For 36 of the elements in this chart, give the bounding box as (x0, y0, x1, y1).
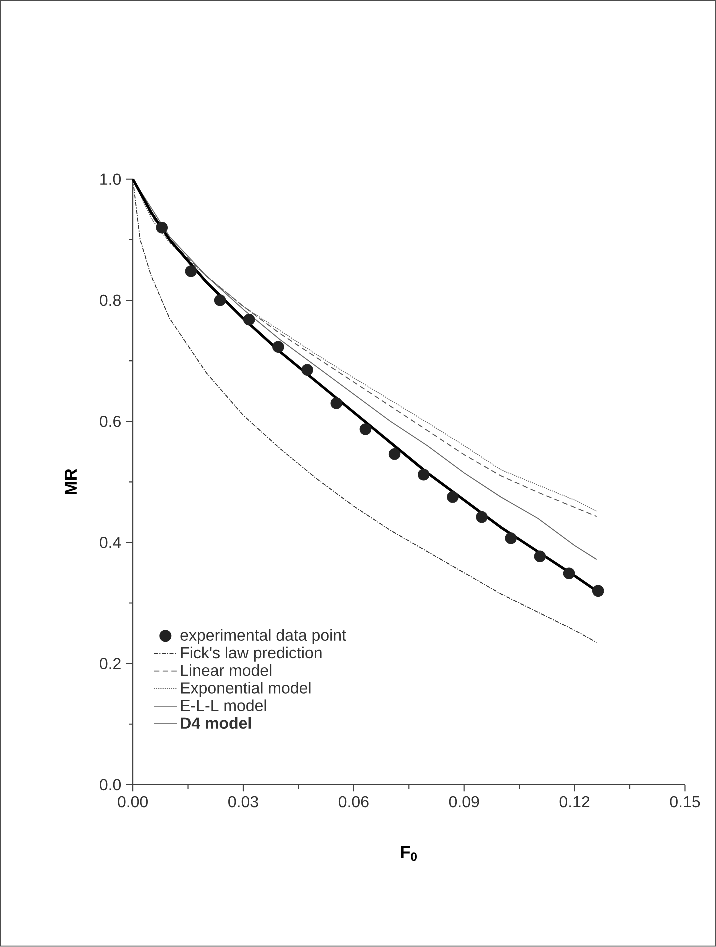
legend-label: Fick's law prediction (181, 646, 322, 662)
text: F$_{0}$ (401, 846, 417, 862)
point (243, 314, 256, 326)
point (330, 398, 342, 410)
legend-label: Linear model (181, 664, 272, 676)
point (534, 550, 546, 563)
y-axis-title: MR (64, 469, 77, 494)
point (446, 491, 459, 504)
x-tick-label: 0.15 (670, 796, 700, 808)
y-tick-label: 0.0 (100, 779, 121, 791)
point (214, 294, 226, 306)
x-tick-label: 0.12 (560, 796, 590, 808)
legend-label: D4 model (181, 717, 251, 730)
point (418, 469, 430, 481)
point (302, 364, 314, 376)
point (185, 266, 197, 278)
y-tick-label: 0.2 (100, 658, 121, 670)
point (388, 448, 401, 460)
y-tick-label: 0.8 (100, 294, 121, 306)
y-tick-label: 1.0 (100, 174, 121, 186)
point (505, 532, 517, 544)
point (592, 585, 604, 598)
x-tick-label: 0.09 (449, 796, 480, 808)
x-tick-label: 0.00 (118, 796, 148, 808)
point (272, 341, 284, 354)
y-tick-label: 0.4 (100, 537, 122, 548)
point (360, 424, 372, 436)
x-tick-label: 0.06 (338, 796, 369, 808)
point (563, 568, 576, 580)
point (476, 511, 488, 524)
x-tick-label: 0.03 (228, 796, 258, 808)
legend-label: Exponential model (181, 682, 311, 698)
point (156, 222, 168, 234)
legend-label: E-L-L model (181, 700, 266, 712)
legend-label: experimental data point (180, 629, 346, 644)
y-tick-label: 0.6 (100, 416, 121, 428)
